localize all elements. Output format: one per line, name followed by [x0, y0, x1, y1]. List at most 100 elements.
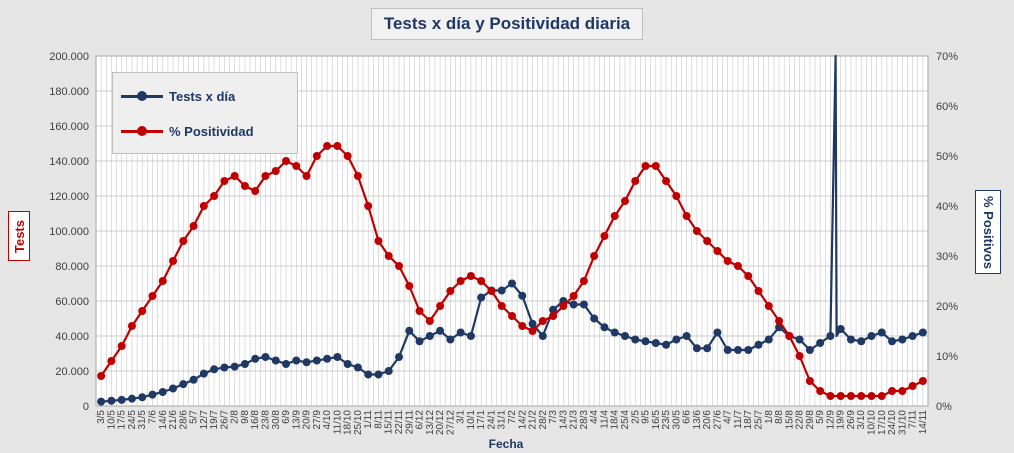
data-point [631, 177, 640, 185]
x-tick-label: 16/8 [250, 410, 261, 430]
data-point [620, 332, 629, 340]
x-tick-label: 28/6 [178, 410, 189, 430]
data-point [538, 332, 547, 340]
data-point [240, 182, 249, 190]
data-point [343, 360, 352, 368]
data-point [898, 335, 907, 344]
x-tick-label: 5/7 [189, 410, 200, 424]
data-point [282, 360, 291, 368]
data-point [395, 262, 404, 270]
data-point [918, 328, 927, 337]
data-point [323, 142, 332, 150]
y-tick-label-left: 60.000 [55, 296, 89, 308]
data-point [189, 375, 198, 384]
data-point [898, 387, 907, 395]
data-point [723, 257, 732, 265]
data-point [569, 292, 578, 300]
y-tick-label-right: 20% [936, 301, 958, 313]
data-point [754, 287, 763, 295]
x-tick-label: 5/9 [815, 410, 826, 424]
data-point [179, 380, 188, 389]
data-point [600, 323, 609, 332]
y-tick-label-left: 160.000 [49, 121, 89, 133]
x-tick-label: 21/6 [168, 410, 179, 430]
x-tick-label: 18/7 [743, 410, 754, 430]
data-point [836, 392, 845, 400]
data-point [795, 335, 804, 344]
x-tick-label: 8/8 [774, 410, 785, 424]
data-point [744, 272, 753, 280]
x-tick-label: 20/12 [435, 410, 446, 435]
data-point [477, 277, 486, 285]
x-tick-label: 24/1 [486, 410, 497, 430]
y-tick-label-left: 140.000 [49, 156, 89, 168]
data-point [590, 314, 599, 323]
x-tick-label: 4/4 [589, 410, 600, 424]
data-point [692, 344, 701, 353]
x-tick-label: 19/9 [836, 410, 847, 430]
data-point [466, 332, 475, 340]
x-tick-label: 14/11 [918, 410, 929, 435]
data-point [631, 335, 640, 344]
x-tick-label: 1/11 [363, 410, 374, 429]
data-point [117, 342, 126, 350]
legend-label-tests: Tests x día [169, 88, 236, 104]
data-point [826, 392, 835, 400]
data-point [672, 335, 681, 344]
data-point [436, 302, 445, 310]
x-tick-label: 3/5 [96, 410, 107, 424]
x-tick-label: 31/1 [497, 410, 508, 430]
y-tick-label-left: 0 [83, 401, 89, 413]
x-tick-label: 14/2 [517, 410, 528, 430]
data-point [107, 357, 116, 365]
data-point [682, 332, 691, 340]
data-point [877, 328, 886, 337]
data-point [816, 387, 825, 395]
x-tick-label: 30/5 [671, 410, 682, 430]
x-axis: 3/5 10/5 17/5 24/5 31/5 7/6 14/6 21/6 28/6 5/7 12/… [96, 410, 929, 435]
data-point [518, 322, 527, 330]
data-point [857, 337, 866, 346]
x-tick-label: 29/8 [805, 410, 816, 430]
x-tick-label: 17/1 [476, 410, 487, 430]
x-tick-label: 23/8 [260, 410, 271, 430]
x-tick-label: 2/5 [630, 410, 641, 424]
data-point [805, 346, 814, 354]
x-tick-label: 26/9 [846, 410, 857, 430]
data-point [713, 247, 722, 255]
data-point [805, 377, 814, 385]
data-point [374, 370, 383, 379]
data-point [795, 352, 804, 360]
x-tick-label: 20/6 [702, 410, 713, 430]
x-tick-label: 17/10 [877, 410, 888, 435]
y-tick-label-left: 20.000 [55, 366, 89, 378]
data-point [271, 167, 280, 175]
data-point [846, 392, 855, 400]
x-tick-label: 6/12 [415, 410, 426, 430]
data-point [641, 337, 650, 346]
legend-item-tests: Tests x día [113, 86, 235, 106]
data-point [261, 353, 270, 361]
data-point [374, 237, 383, 245]
data-point [179, 237, 188, 245]
x-tick-label: 13/6 [692, 410, 703, 430]
data-point [672, 192, 681, 200]
x-tick-label: 10/1 [466, 410, 477, 430]
data-point [549, 305, 558, 314]
data-point [641, 162, 650, 170]
x-tick-label: 18/4 [610, 410, 621, 430]
data-point [497, 286, 506, 295]
data-point [867, 332, 876, 340]
y-tick-label-right: 60% [936, 101, 958, 113]
x-tick-label: 27/6 [712, 410, 723, 430]
data-point [415, 307, 424, 315]
x-tick-label: 24/5 [127, 410, 138, 430]
data-point [908, 382, 917, 390]
data-point [610, 328, 619, 337]
data-point [425, 332, 434, 340]
data-point [466, 272, 475, 280]
data-point [199, 202, 208, 210]
x-tick-label: 17/5 [117, 410, 128, 430]
x-tick-label: 19/7 [209, 410, 220, 430]
data-point [251, 187, 260, 195]
